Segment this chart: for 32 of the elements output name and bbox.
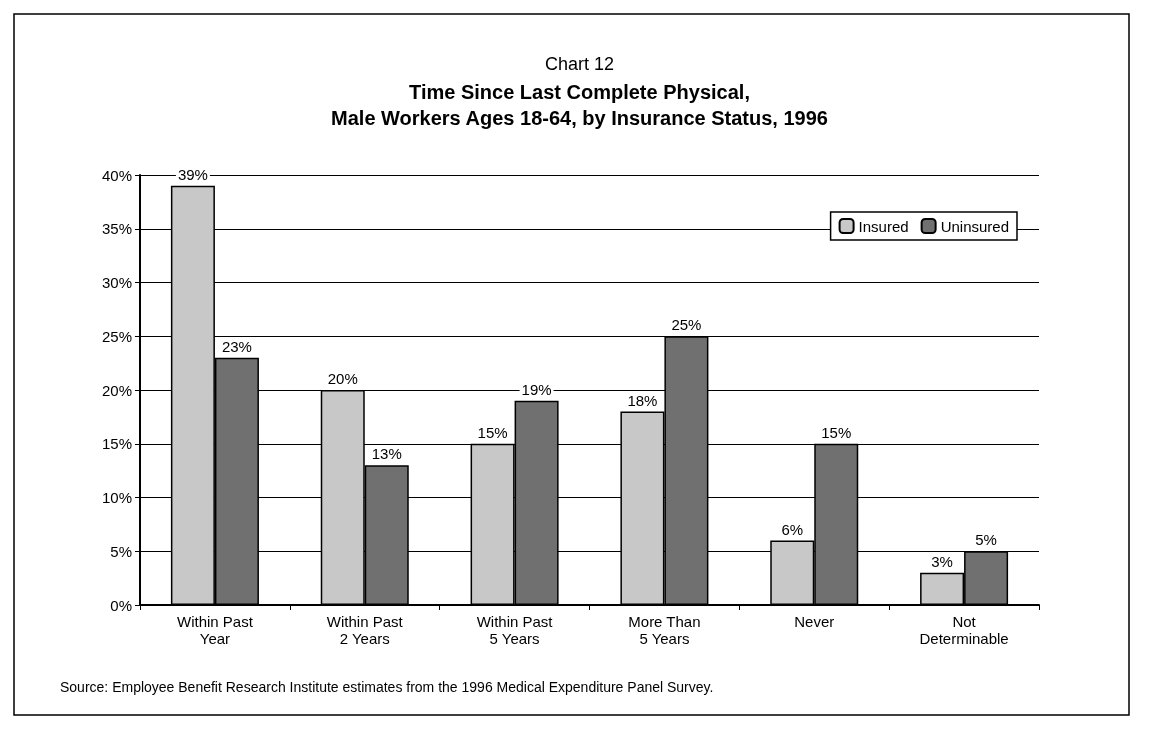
y-tick-label: 10%: [101, 489, 132, 506]
data-label: 23%: [221, 337, 252, 355]
legend-label: Uninsured: [940, 217, 1009, 235]
legend-label: Insured: [858, 217, 909, 235]
data-label: 15%: [477, 423, 508, 441]
chart-subtitle: Time Since Last Complete Physical, Male Workers Ages 18-64, by Insurance Status, 1996: [331, 81, 828, 129]
data-label: 6%: [781, 520, 804, 538]
y-tick-label: 40%: [101, 166, 132, 184]
data-label: 3%: [931, 552, 953, 570]
data-label: 39%: [177, 165, 208, 183]
x-tick-label: Within Past 5 Years: [476, 613, 554, 647]
x-tick-label: Within Past 2 Years: [326, 613, 404, 647]
y-tick-label: 20%: [101, 381, 132, 399]
x-tick-label: Within Past Year: [176, 613, 254, 647]
x-tick-label: Not Determinable: [919, 613, 1009, 647]
y-tick-label: 30%: [101, 274, 132, 291]
y-tick-label: 25%: [101, 327, 132, 345]
data-label: 20%: [327, 370, 358, 387]
data-label: 18%: [627, 391, 658, 409]
y-tick-label: 35%: [101, 220, 132, 238]
x-tick-label: Never: [794, 613, 835, 630]
data-label: 13%: [371, 445, 402, 463]
x-tick-label: More Than 5 Years: [628, 613, 701, 647]
data-label: 25%: [671, 316, 702, 334]
chart-title: Chart 12: [544, 54, 615, 74]
source-note: Source: Employee Benefit Research Institute estimates from the 1996 Medical Expenditure Panel Survey.: [60, 679, 714, 695]
y-tick-label: 15%: [101, 435, 132, 453]
data-label: 5%: [975, 531, 997, 549]
data-label: 19%: [521, 380, 552, 398]
y-tick-label: 0%: [110, 596, 132, 614]
data-label: 15%: [821, 423, 852, 441]
y-tick-label: 5%: [110, 542, 132, 560]
